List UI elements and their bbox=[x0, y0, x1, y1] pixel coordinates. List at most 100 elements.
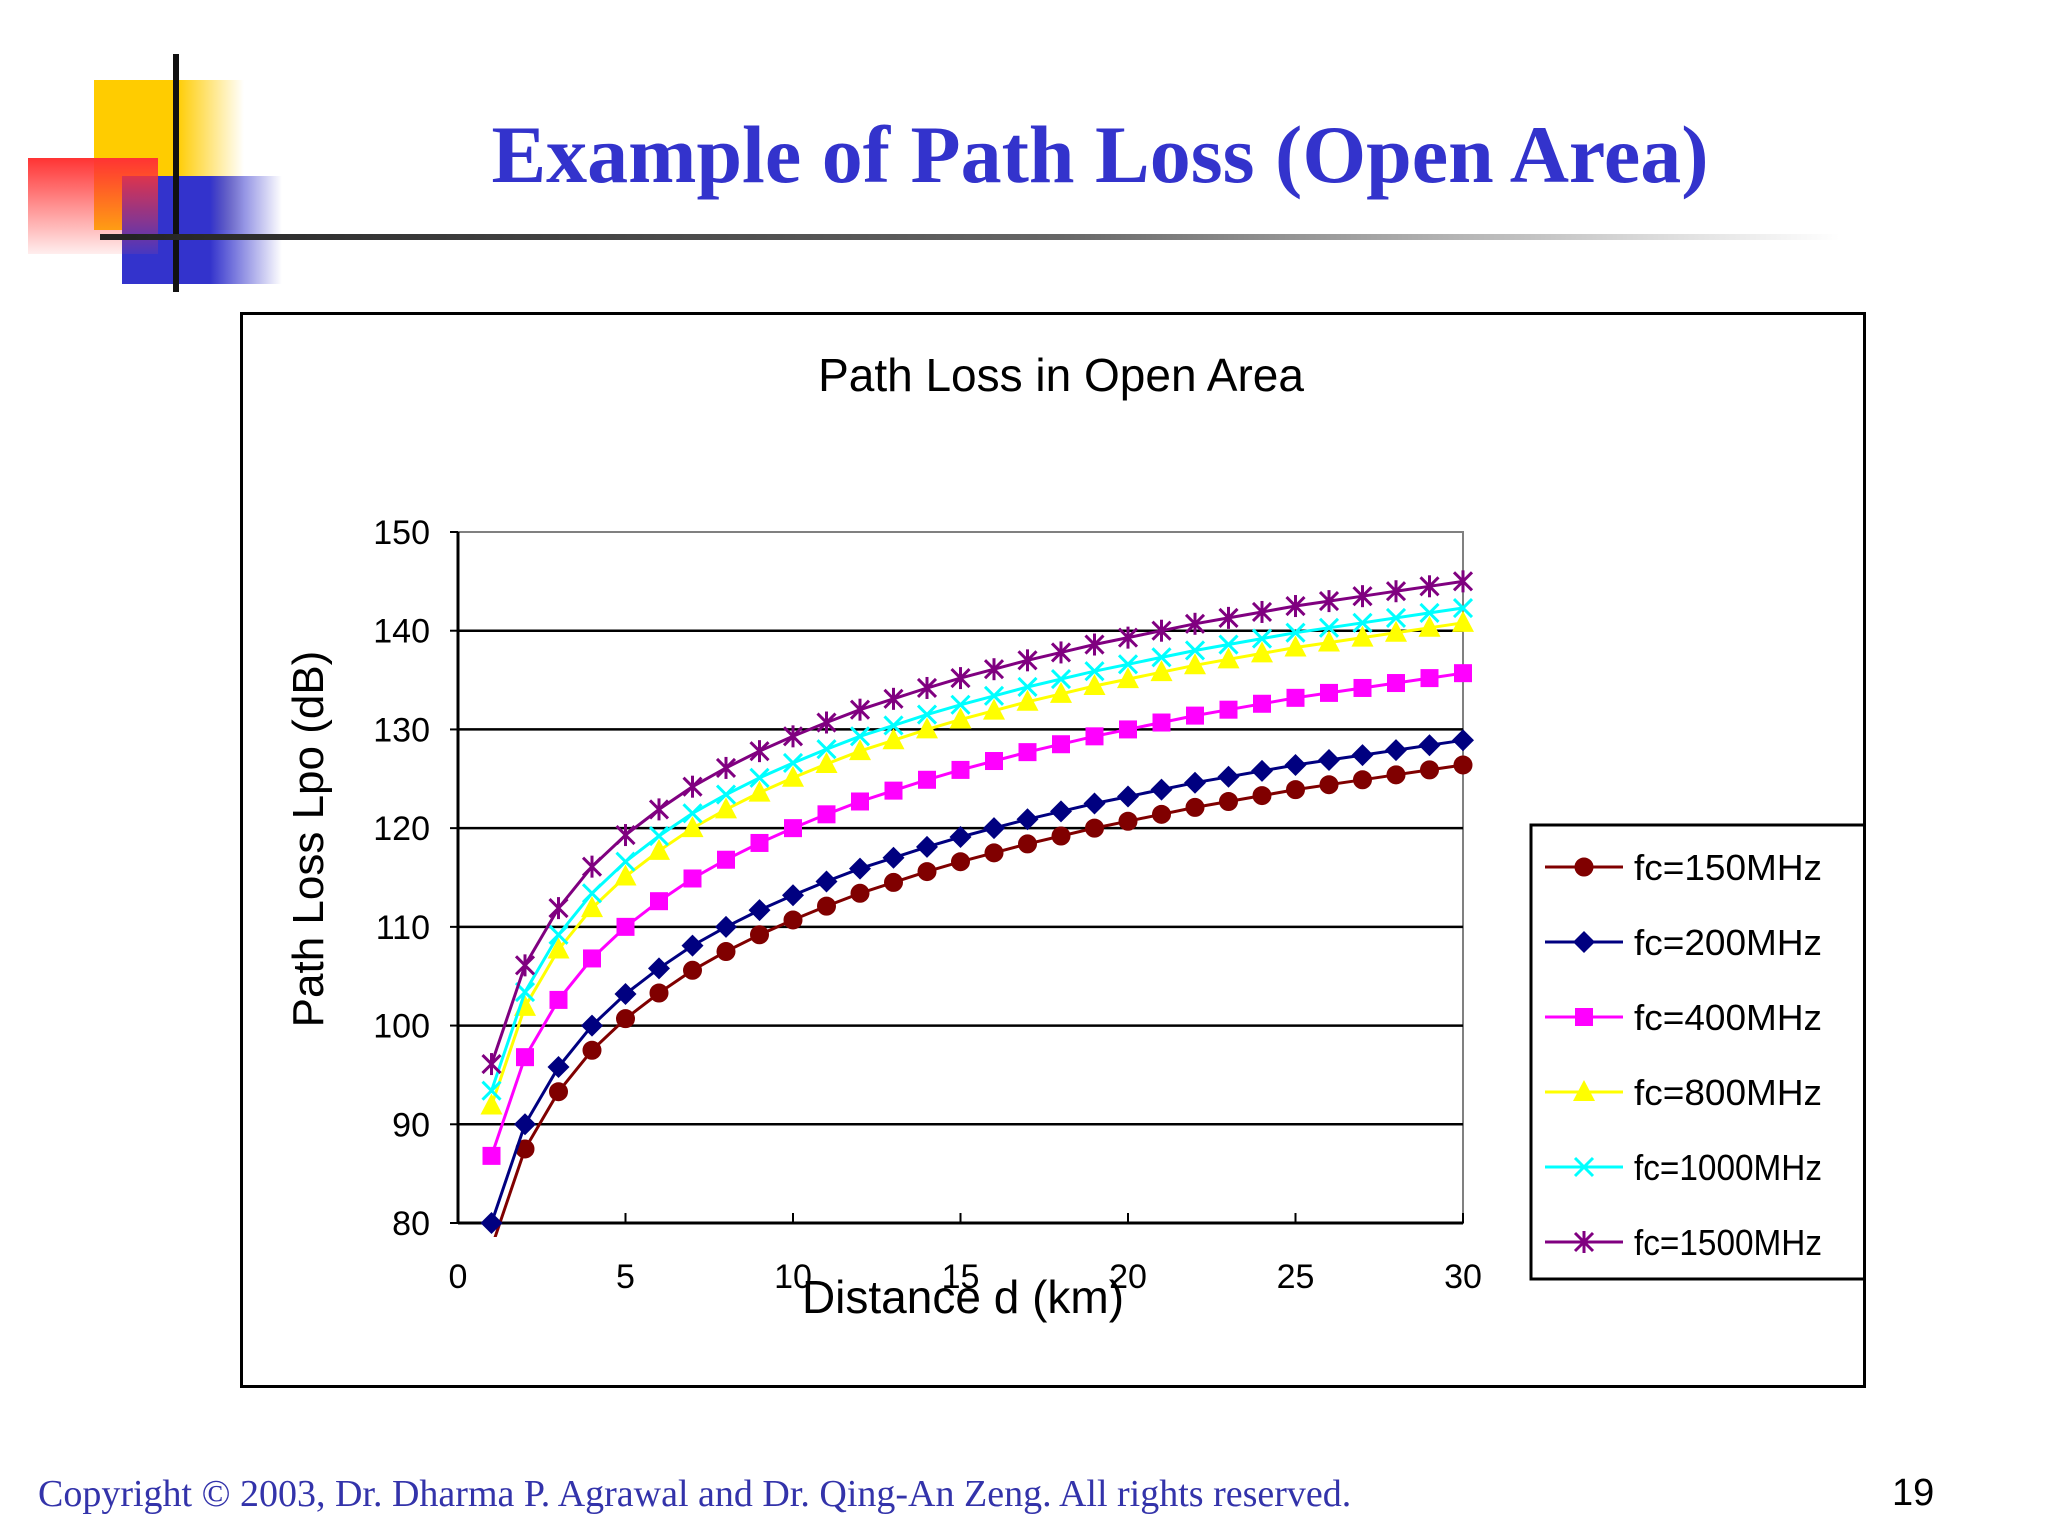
data-point-fc-1500mhz bbox=[1151, 619, 1172, 642]
data-point-fc-150mhz bbox=[817, 896, 836, 916]
legend-label-fc-400mhz: fc=400MHz bbox=[1634, 997, 1822, 1038]
data-point-fc-200mhz bbox=[1251, 759, 1273, 782]
data-point-fc-200mhz bbox=[614, 982, 637, 1005]
data-point-fc-1000mhz bbox=[1385, 607, 1407, 628]
legend-label-fc-150mhz: fc=150MHz bbox=[1634, 847, 1822, 888]
data-point-fc-1000mhz bbox=[1285, 622, 1306, 643]
x-tick-label: 20 bbox=[1109, 1258, 1147, 1296]
data-point-fc-400mhz bbox=[1320, 683, 1338, 702]
data-point-fc-1500mhz bbox=[883, 687, 904, 710]
x-tick-label: 15 bbox=[942, 1258, 980, 1296]
data-point-fc-200mhz bbox=[1184, 771, 1206, 794]
data-point-fc-200mhz bbox=[1318, 749, 1340, 772]
data-point-fc-800mhz bbox=[849, 739, 871, 761]
data-point-fc-150mhz bbox=[750, 925, 769, 945]
data-point-fc-1000mhz bbox=[749, 767, 770, 788]
data-point-fc-400mhz bbox=[1085, 727, 1104, 746]
data-point-fc-1500mhz bbox=[1184, 612, 1206, 635]
data-point-fc-1500mhz bbox=[682, 775, 703, 798]
data-point-fc-800mhz bbox=[782, 765, 804, 787]
data-point-fc-1500mhz bbox=[1452, 570, 1474, 593]
y-tick-label: 120 bbox=[373, 810, 430, 848]
data-point-fc-400mhz bbox=[1353, 678, 1372, 697]
data-point-fc-400mhz bbox=[683, 869, 702, 888]
data-point-fc-1500mhz bbox=[1117, 626, 1139, 649]
data-point-fc-800mhz bbox=[1351, 625, 1374, 647]
data-point-fc-150mhz bbox=[1386, 765, 1406, 785]
data-point-fc-1500mhz bbox=[1050, 641, 1072, 664]
data-point-fc-800mhz bbox=[916, 717, 938, 739]
data-point-fc-150mhz bbox=[549, 1082, 568, 1102]
data-point-fc-1000mhz bbox=[1318, 617, 1340, 638]
data-point-fc-400mhz bbox=[784, 819, 802, 838]
y-tick-label: 150 bbox=[373, 514, 430, 552]
data-point-fc-400mhz bbox=[884, 781, 903, 800]
data-point-fc-1500mhz bbox=[615, 824, 636, 847]
data-point-fc-1000mhz bbox=[1151, 647, 1172, 668]
data-point-fc-1500mhz bbox=[481, 1053, 502, 1076]
data-point-fc-150mhz bbox=[582, 1040, 602, 1060]
data-point-fc-150mhz bbox=[1420, 760, 1439, 780]
data-point-fc-1000mhz bbox=[548, 924, 569, 945]
y-tick-label: 110 bbox=[376, 909, 430, 947]
data-point-fc-150mhz bbox=[1051, 826, 1071, 846]
legend-label-fc-1500mhz: fc=1500MHz bbox=[1634, 1222, 1822, 1263]
footer-copyright: Copyright © 2003, Dr. Dharma P. Agrawal … bbox=[38, 1473, 1352, 1515]
data-point-fc-150mhz bbox=[649, 983, 669, 1003]
data-point-fc-1000mhz bbox=[648, 825, 670, 847]
data-point-fc-200mhz bbox=[1217, 765, 1240, 788]
data-point-fc-400mhz bbox=[482, 1146, 501, 1165]
chart: Path Loss in Open Area Distance d (km) P… bbox=[284, 349, 1863, 1323]
data-point-fc-800mhz bbox=[1184, 653, 1206, 675]
data-point-fc-1000mhz bbox=[1218, 634, 1239, 655]
data-point-fc-150mhz bbox=[1152, 804, 1171, 824]
x-tick-label: 30 bbox=[1444, 1258, 1482, 1296]
data-point-fc-150mhz bbox=[1185, 797, 1205, 817]
data-point-fc-400mhz bbox=[918, 770, 936, 789]
data-point-fc-1500mhz bbox=[514, 954, 536, 977]
data-point-fc-400mhz bbox=[1219, 700, 1238, 719]
data-point-fc-200mhz bbox=[748, 899, 771, 922]
data-point-fc-200mhz bbox=[849, 857, 871, 880]
chart-frame: Path Loss in Open Area Distance d (km) P… bbox=[240, 312, 1866, 1388]
data-point-fc-200mhz bbox=[715, 915, 737, 938]
data-point-fc-400mhz bbox=[1018, 743, 1037, 762]
data-point-fc-1000mhz bbox=[1352, 612, 1373, 633]
data-point-fc-200mhz bbox=[480, 1212, 503, 1234]
legend-marker-fc-200mhz bbox=[1573, 931, 1595, 953]
legend-marker-fc-400mhz bbox=[1575, 1008, 1593, 1026]
data-point-fc-150mhz bbox=[1453, 755, 1473, 775]
data-point-fc-400mhz bbox=[583, 949, 601, 968]
data-point-fc-800mhz bbox=[815, 751, 838, 773]
legend-marker-fc-1500mhz bbox=[1573, 1231, 1595, 1253]
data-point-fc-800mhz bbox=[1318, 630, 1340, 652]
data-point-fc-400mhz bbox=[616, 917, 635, 936]
y-tick-label: 130 bbox=[373, 711, 430, 749]
data-point-fc-200mhz bbox=[1050, 800, 1072, 823]
data-point-fc-800mhz bbox=[681, 816, 704, 838]
data-point-fc-150mhz bbox=[783, 910, 803, 930]
data-point-fc-800mhz bbox=[1251, 641, 1273, 663]
data-point-fc-150mhz bbox=[1252, 786, 1272, 806]
data-point-fc-1000mhz bbox=[849, 726, 871, 747]
data-point-fc-150mhz bbox=[1018, 834, 1037, 854]
page-number: 19 bbox=[1892, 1472, 1935, 1514]
data-point-fc-1500mhz bbox=[648, 798, 670, 821]
data-point-fc-200mhz bbox=[782, 884, 804, 907]
data-point-fc-1000mhz bbox=[916, 704, 938, 725]
data-point-fc-200mhz bbox=[916, 835, 938, 858]
data-point-fc-200mhz bbox=[581, 1014, 603, 1037]
data-point-fc-150mhz bbox=[1319, 775, 1339, 795]
data-point-fc-1000mhz bbox=[1419, 602, 1440, 624]
data-point-fc-150mhz bbox=[1085, 818, 1104, 838]
data-point-fc-400mhz bbox=[1253, 694, 1271, 713]
data-point-fc-200mhz bbox=[547, 1056, 570, 1079]
data-point-fc-150mhz bbox=[850, 883, 870, 903]
data-point-fc-800mhz bbox=[1284, 635, 1307, 657]
slide-title: Example of Path Loss (Open Area) bbox=[491, 109, 1709, 200]
x-axis-label: Distance d (km) bbox=[802, 1271, 1124, 1323]
data-point-fc-800mhz bbox=[1050, 681, 1072, 703]
data-point-fc-400mhz bbox=[951, 760, 970, 779]
data-point-fc-200mhz bbox=[1083, 792, 1106, 815]
data-point-fc-400mhz bbox=[1119, 720, 1137, 739]
